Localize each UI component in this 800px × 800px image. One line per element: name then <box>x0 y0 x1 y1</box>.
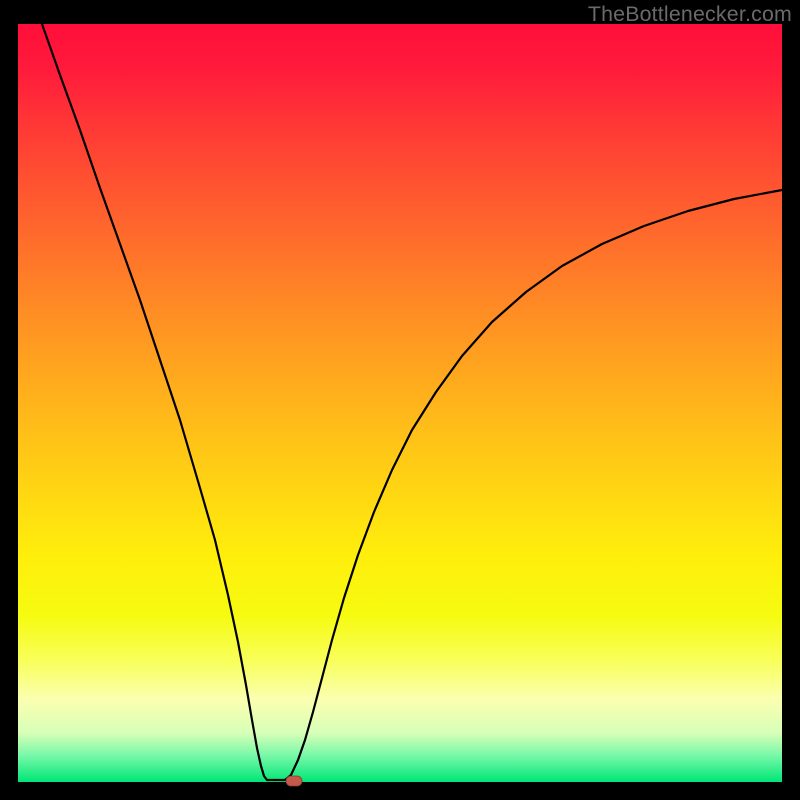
border-right <box>782 0 800 800</box>
chart-container: TheBottlenecker.com <box>0 0 800 800</box>
plot-background <box>18 24 782 782</box>
optimal-point-marker <box>286 776 302 786</box>
watermark-text: TheBottlenecker.com <box>588 2 792 27</box>
border-bottom <box>0 782 800 800</box>
border-left <box>0 0 18 800</box>
bottleneck-chart <box>0 0 800 800</box>
